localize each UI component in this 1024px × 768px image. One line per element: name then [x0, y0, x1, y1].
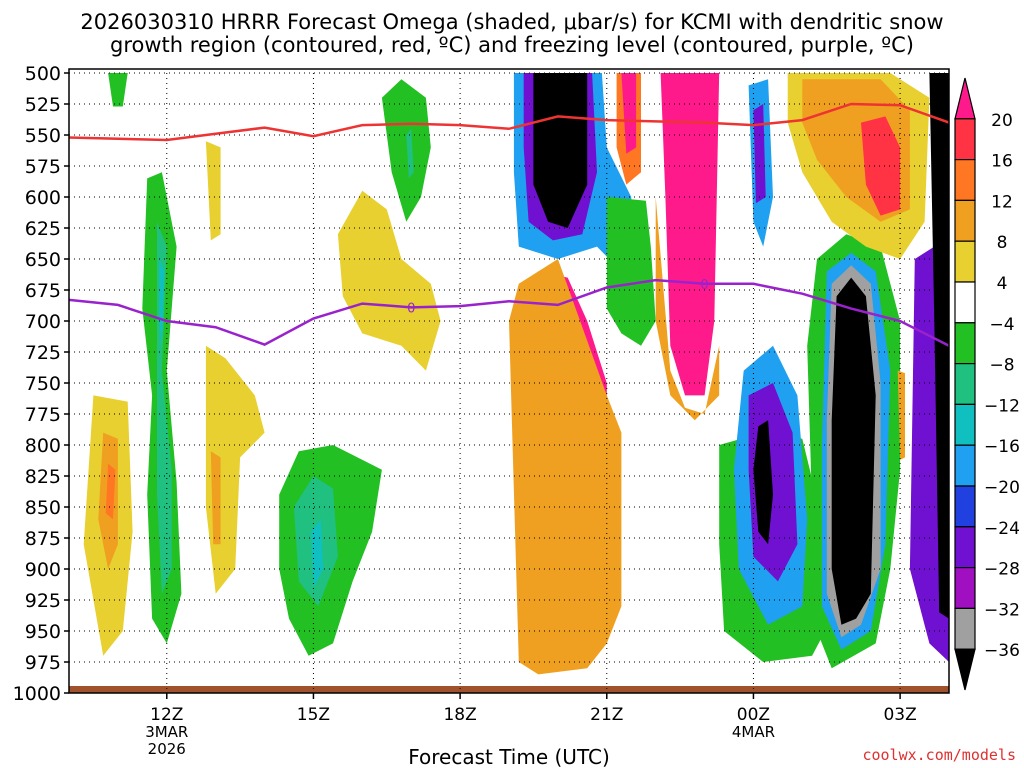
y-tick-label-13: 825	[25, 466, 61, 488]
colorbar-swatch-14	[954, 648, 976, 691]
colorbar-swatch-4	[954, 240, 976, 283]
y-tick-label-1: 525	[25, 94, 61, 116]
colorbar-swatch-12	[954, 566, 976, 609]
x-tick-label-3: 21Z	[590, 705, 623, 725]
y-tick-label-2: 550	[25, 125, 61, 147]
omega-region-21	[621, 73, 637, 154]
colorbar-label-12: −32	[984, 600, 1020, 620]
omega-region-23	[509, 259, 622, 675]
y-tick-label-16: 900	[25, 559, 61, 581]
y-tick-label-6: 650	[25, 249, 61, 271]
omega-region-40	[929, 73, 949, 619]
colorbar-swatch-2	[954, 159, 976, 202]
x-tick-year-0: 2026	[148, 740, 186, 758]
omega-shaded-regions	[83, 73, 949, 675]
grid-lines	[69, 72, 949, 694]
colorbar-label-2: 12	[991, 192, 1013, 212]
x-tick-label-5: 03Z	[883, 705, 916, 725]
omega-region-15	[406, 128, 414, 179]
colorbar-label-3: 8	[997, 233, 1008, 253]
colorbar-label-5: −4	[989, 315, 1014, 335]
y-tick-label-15: 875	[25, 528, 61, 550]
omega-region-7	[205, 141, 221, 241]
y-tick-label-14: 850	[25, 497, 61, 519]
colorbar-swatch-10	[954, 485, 976, 528]
omega-region-9	[210, 451, 221, 545]
omega-region-31	[753, 104, 766, 204]
omega-region-25	[655, 197, 720, 421]
colorbar-swatch-0	[954, 77, 976, 120]
colorbar-label-11: −28	[984, 560, 1020, 580]
y-tick-label-17: 925	[25, 590, 61, 612]
colorbar-swatch-6	[954, 322, 976, 365]
colorbar-swatch-9	[954, 444, 976, 487]
colorbar-swatch-1	[954, 118, 976, 161]
y-tick-label-9: 725	[25, 342, 61, 364]
y-tick-label-10: 750	[25, 373, 61, 395]
omega-region-19	[533, 73, 588, 228]
colorbar-label-9: −20	[984, 478, 1020, 498]
x-tick-date-0: 3MAR	[145, 723, 188, 741]
chart-title-line1: 2026030310 HRRR Forecast Omega (shaded, …	[80, 10, 943, 34]
colorbar-label-13: −36	[984, 641, 1020, 661]
colorbar-label-7: −12	[984, 396, 1020, 416]
x-tick-date-4: 4MAR	[732, 723, 775, 741]
y-tick-label-11: 775	[25, 404, 61, 426]
y-tick-label-18: 950	[25, 621, 61, 643]
colorbar: 20 16 12 8 4 −4 −8 −12 −16 −20 −24 −28 −32 −36	[954, 77, 1020, 691]
x-axis-label: Forecast Time (UTC)	[408, 745, 610, 768]
credit-text: coolwx.com/models	[862, 746, 1016, 764]
colorbar-label-8: −16	[984, 437, 1020, 457]
colorbar-label-0: 20	[991, 111, 1013, 131]
x-tick-label-2: 18Z	[443, 705, 476, 725]
y-axis: 500 525 550 575 600 625 650 675 700 725 750 775 800 8…	[13, 63, 69, 705]
y-tick-label-8: 700	[25, 311, 61, 333]
colorbar-label-10: −24	[984, 519, 1020, 539]
plot-frame	[68, 68, 950, 694]
freezing-level-line	[68, 278, 950, 347]
colorbar-swatch-7	[954, 363, 976, 406]
contour-lines: 00	[68, 102, 950, 347]
omega-region-3	[105, 463, 116, 520]
colorbar-swatch-13	[954, 607, 976, 650]
x-tick-label-0: 12Z	[150, 705, 183, 725]
omega-region-17	[606, 197, 656, 346]
omega-region-38	[861, 116, 901, 216]
omega-region-0	[108, 73, 128, 107]
chart-title-line2: growth region (contoured, red, ºC) and f…	[110, 33, 914, 57]
x-tick-label-4: 00Z	[737, 705, 770, 725]
freezing-label-0: 0	[407, 301, 415, 316]
omega-region-41	[897, 370, 905, 460]
y-tick-label-0: 500	[25, 63, 61, 85]
omega-region-14	[381, 79, 431, 222]
omega-region-35	[831, 277, 876, 625]
dgz-line	[68, 102, 950, 142]
ground-surface	[69, 686, 949, 693]
y-tick-label-3: 575	[25, 156, 61, 178]
omega-region-6	[159, 259, 165, 346]
colorbar-swatch-5	[954, 281, 976, 324]
colorbar-label-1: 16	[991, 152, 1013, 172]
y-tick-label-7: 675	[25, 280, 61, 302]
x-tick-label-1: 15Z	[297, 705, 330, 725]
omega-region-12	[311, 519, 324, 588]
colorbar-label-6: −8	[989, 356, 1014, 376]
omega-region-24	[660, 73, 720, 396]
freezing-label-1: 0	[700, 278, 708, 293]
colorbar-swatch-11	[954, 526, 976, 569]
y-tick-label-20: 1000	[13, 683, 61, 705]
colorbar-swatch-8	[954, 403, 976, 446]
y-tick-label-19: 975	[25, 652, 61, 674]
y-tick-label-5: 625	[25, 218, 61, 240]
omega-region-13	[337, 190, 441, 371]
omega-region-29	[753, 420, 773, 545]
y-tick-label-12: 800	[25, 435, 61, 457]
colorbar-swatch-3	[954, 199, 976, 242]
colorbar-label-4: 4	[997, 274, 1008, 294]
y-tick-label-4: 600	[25, 187, 61, 209]
